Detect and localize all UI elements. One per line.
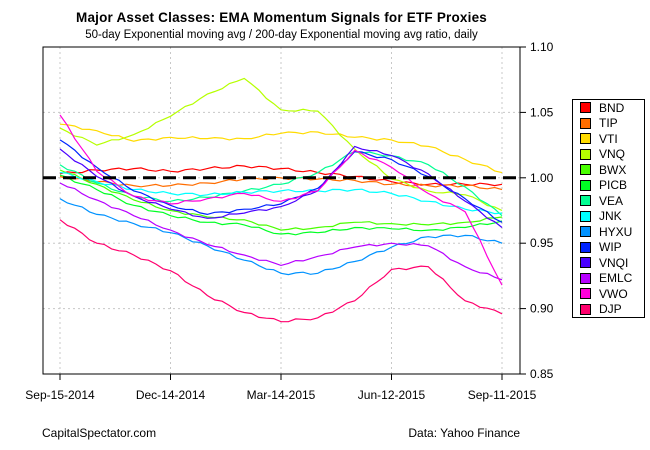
- series-line-JNK: [59, 172, 503, 215]
- footer-site-credit: CapitalSpectator.com: [42, 426, 157, 440]
- x-tick-label: Mar-14-2015: [247, 388, 316, 402]
- legend-swatch-icon: [580, 272, 591, 284]
- series-line-VTI: [59, 123, 503, 174]
- legend-swatch-icon: [580, 102, 591, 114]
- legend-label: EMLC: [599, 271, 633, 286]
- legend-swatch-icon: [580, 257, 591, 269]
- legend-label: VTI: [599, 131, 618, 146]
- legend-box: BND TIP VTI VNQ BWX PICB VEA JNK HYXU WIP VNQI EMLC…: [572, 99, 645, 318]
- footer-data-source: Data: Yahoo Finance: [408, 426, 520, 440]
- legend-label: BND: [599, 100, 625, 115]
- chart-title: Major Asset Classes: EMA Momentum Signal…: [76, 10, 487, 25]
- legend-label: TIP: [599, 116, 618, 131]
- series-line-BND: [59, 164, 503, 187]
- chart-subtitle: 50-day Exponential moving avg / 200-day …: [85, 29, 478, 41]
- y-tick-label: 1.00: [530, 171, 554, 185]
- legend-item-DJP: DJP: [580, 302, 644, 318]
- series-line-PICB: [59, 174, 503, 236]
- legend-item-PICB: PICB: [580, 178, 644, 194]
- legend-swatch-icon: [580, 288, 591, 300]
- legend-swatch-icon: [580, 164, 591, 176]
- legend-label: WIP: [599, 240, 622, 255]
- legend-swatch-icon: [580, 226, 591, 238]
- legend-label: DJP: [599, 302, 622, 317]
- legend-item-BWX: BWX: [580, 162, 644, 178]
- series-line-HYXU: [59, 198, 503, 276]
- series-line-DJP: [59, 219, 503, 323]
- legend-item-VNQI: VNQI: [580, 255, 644, 271]
- legend-item-WIP: WIP: [580, 240, 644, 256]
- legend-item-BND: BND: [580, 100, 644, 116]
- legend-item-TIP: TIP: [580, 116, 644, 132]
- legend-label: VWO: [599, 286, 628, 301]
- legend-swatch-icon: [580, 241, 591, 253]
- plot-border: [42, 46, 521, 375]
- legend-label: BWX: [599, 162, 627, 177]
- x-tick-label: Dec-14-2014: [136, 388, 206, 402]
- gridlines: [43, 47, 520, 374]
- legend-swatch-icon: [580, 133, 591, 145]
- legend-item-VNQ: VNQ: [580, 147, 644, 163]
- x-tick-label: Sep-11-2015: [468, 388, 537, 402]
- legend-swatch-icon: [580, 303, 591, 315]
- series-line-TIP: [59, 175, 503, 191]
- legend-item-HYXU: HYXU: [580, 224, 644, 240]
- y-tick-label: 1.10: [530, 40, 554, 54]
- x-tick-label: Jun-12-2015: [358, 388, 426, 402]
- x-tick-label: Sep-15-2014: [25, 388, 95, 402]
- axis-ticks: [59, 46, 526, 380]
- series-line-EMLC: [59, 182, 503, 281]
- legend-swatch-icon: [580, 117, 591, 129]
- legend-swatch-icon: [580, 195, 591, 207]
- series-line-VNQ: [59, 77, 503, 212]
- y-tick-label: 0.95: [530, 236, 554, 250]
- y-tick-label: 0.90: [530, 302, 554, 316]
- legend-label: VNQ: [599, 147, 626, 162]
- legend-label: VNQI: [599, 255, 629, 270]
- series-lines: [59, 77, 503, 323]
- series-line-VWO: [59, 114, 503, 286]
- legend-swatch-icon: [580, 179, 591, 191]
- axis-labels: Sep-15-2014 Dec-14-2014 Mar-14-2015 Jun-12-…: [25, 40, 553, 402]
- legend-item-VWO: VWO: [580, 286, 644, 302]
- legend-label: VEA: [599, 193, 624, 208]
- legend-label: HYXU: [599, 224, 633, 239]
- legend-item-VEA: VEA: [580, 193, 644, 209]
- legend-item-EMLC: EMLC: [580, 271, 644, 287]
- legend-swatch-icon: [580, 210, 591, 222]
- y-tick-label: 1.05: [530, 105, 554, 119]
- legend-item-JNK: JNK: [580, 209, 644, 225]
- legend-label: PICB: [599, 178, 628, 193]
- legend-item-VTI: VTI: [580, 131, 644, 147]
- legend-label: JNK: [599, 209, 622, 224]
- y-tick-label: 0.85: [530, 367, 554, 381]
- legend-swatch-icon: [580, 148, 591, 160]
- series-line-BWX: [59, 169, 503, 231]
